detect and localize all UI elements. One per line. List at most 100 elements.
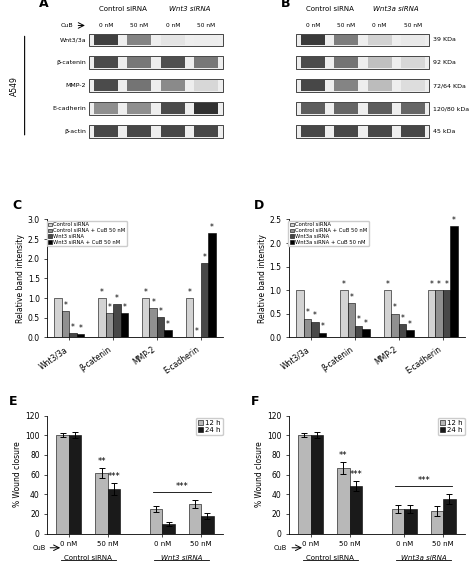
Text: *: * [71,322,75,332]
Text: Control siRNA: Control siRNA [306,555,354,561]
Bar [301,103,325,114]
Bar [334,126,358,137]
Text: *: * [108,303,111,312]
Text: B: B [281,0,290,10]
Bar [186,298,193,338]
Text: 72/64 KDa: 72/64 KDa [433,83,466,88]
Text: *: * [151,298,155,307]
Text: 50 nM: 50 nM [337,23,356,28]
Bar [367,126,392,137]
Text: F: F [251,396,259,408]
Bar [55,298,62,338]
Bar [94,81,118,91]
Bar [401,34,425,45]
Bar [301,57,325,68]
Text: E: E [9,396,18,408]
Text: *: * [64,300,67,310]
Bar [189,504,201,534]
Text: C: C [12,200,21,212]
Text: *: * [452,216,456,225]
Text: *: * [393,303,397,313]
Bar [340,290,347,338]
Text: CuB: CuB [32,545,46,551]
Bar [404,509,417,534]
Bar [296,79,429,92]
Text: *: * [188,288,191,297]
Text: *: * [159,307,163,316]
Bar [90,56,223,69]
Text: CuB: CuB [274,545,287,551]
Text: 0 nM: 0 nM [99,23,113,28]
Text: *: * [357,316,361,324]
Bar [128,103,151,114]
Text: *: * [313,311,317,321]
Text: 39 KDa: 39 KDa [433,37,456,42]
Bar [296,125,429,137]
Bar [69,435,81,534]
Text: D: D [254,200,264,212]
Bar [194,81,218,91]
Text: 50 nM: 50 nM [197,23,215,28]
Legend: 12 h, 24 h: 12 h, 24 h [196,418,223,436]
Text: ***: *** [108,473,120,481]
Bar [149,308,157,338]
Text: *: * [144,288,148,297]
Bar [334,103,358,114]
Bar [367,57,392,68]
Bar [334,34,358,45]
Bar [428,290,435,338]
Bar [443,499,456,534]
Bar [161,57,185,68]
Text: Wnt3a siRNA: Wnt3a siRNA [401,555,447,561]
Text: 50 nM: 50 nM [404,23,422,28]
Bar [201,263,208,338]
Bar [296,290,304,338]
Bar [363,329,370,338]
Bar [384,290,392,338]
Text: Wnt3 siRNA: Wnt3 siRNA [169,6,210,12]
Bar [113,304,120,338]
Text: *: * [342,280,346,289]
Bar [435,290,443,338]
Y-axis label: Relative band intensity: Relative band intensity [16,234,25,323]
Bar [392,509,404,534]
Text: Wnt3/3a: Wnt3/3a [59,37,86,42]
Text: *: * [166,320,170,329]
Text: 0 nM: 0 nM [165,23,180,28]
Bar [90,125,223,137]
Bar [164,331,172,338]
Bar [304,318,311,338]
Bar [90,34,223,46]
Bar [334,81,358,91]
Bar [56,435,69,534]
Bar [194,103,218,114]
Bar [443,290,450,338]
Bar [301,81,325,91]
Legend: 12 h, 24 h: 12 h, 24 h [438,418,465,436]
Bar [194,57,218,68]
Y-axis label: % Wound closure: % Wound closure [255,442,264,508]
Bar [94,126,118,137]
Bar [128,81,151,91]
Bar [347,303,355,338]
Text: 0 nM: 0 nM [306,23,320,28]
Bar [401,103,425,114]
Text: β-actin: β-actin [64,129,86,134]
Bar [162,524,175,534]
Text: *: * [210,223,214,232]
Bar [128,34,151,45]
Bar [392,314,399,338]
Bar [194,34,218,45]
Bar [161,81,185,91]
Bar [367,81,392,91]
Text: **: ** [97,456,106,466]
Bar [311,322,319,338]
Bar [161,126,185,137]
Bar [194,126,218,137]
Bar [90,79,223,92]
Bar [350,487,362,534]
Bar [94,103,118,114]
Text: 92 KDa: 92 KDa [433,60,456,65]
Bar [142,298,149,338]
Bar [106,313,113,338]
